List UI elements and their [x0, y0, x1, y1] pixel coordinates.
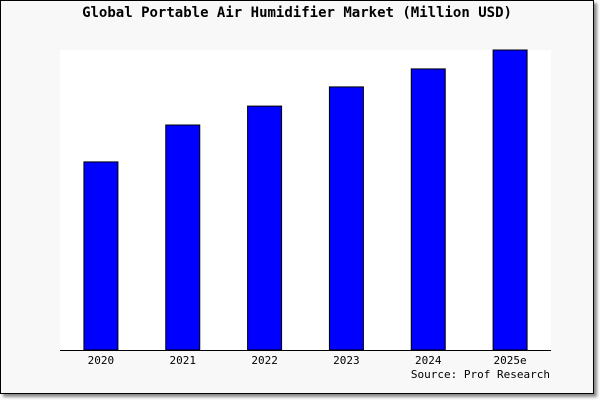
bar-2021: [165, 124, 201, 351]
x-tick-label: 2022: [251, 354, 278, 367]
x-tick-label: 2025e: [494, 354, 527, 367]
chart-title: Global Portable Air Humidifier Market (M…: [82, 5, 512, 21]
plot-area: [60, 50, 551, 350]
bar-2020: [83, 161, 119, 351]
bar-2024: [410, 68, 446, 351]
x-tick-label: 2021: [170, 354, 197, 367]
x-tick-label: 2024: [415, 354, 442, 367]
bar-2025e: [492, 49, 528, 351]
x-tick-label: 2020: [88, 354, 115, 367]
x-tick-label: 2023: [333, 354, 360, 367]
bar-2023: [328, 86, 364, 351]
source-note: Source: Prof Research: [410, 368, 550, 381]
bar-2022: [247, 105, 283, 351]
